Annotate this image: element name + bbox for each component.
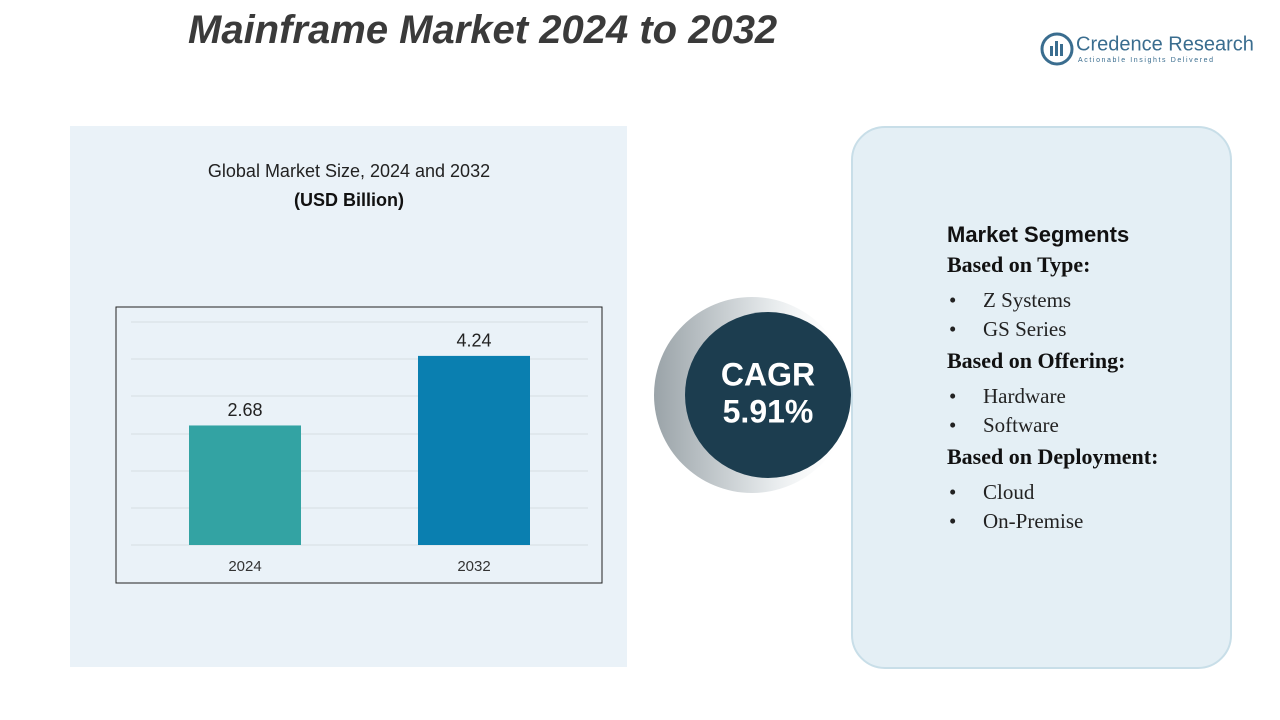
segment-item: Software [947, 411, 1217, 440]
value-label: 2.68 [227, 400, 262, 420]
group-title: Based on Type: [947, 252, 1091, 277]
chart-frame [115, 306, 603, 584]
logo-tagline: Actionable Insights Delivered [1078, 57, 1215, 64]
segment-item: Hardware [947, 382, 1217, 411]
segment-item: GS Series [947, 315, 1217, 344]
cagr-circle [685, 312, 851, 478]
cagr-label: CAGR [721, 356, 815, 392]
cagr-value: 5.91% [723, 393, 814, 429]
group-title: Based on Offering: [947, 348, 1126, 373]
segments: Market Segments Based on Type: Z SystemsGS… [947, 222, 1217, 536]
segment-item: Z Systems [947, 286, 1217, 315]
page-title: Mainframe Market 2024 to 2032 [188, 8, 778, 52]
group-title: Based on Deployment: [947, 444, 1159, 469]
x-tick-label: 2032 [457, 558, 490, 575]
chart-title: Global Market Size, 2024 and 2032 [208, 161, 490, 181]
segments-heading: Market Segments [947, 222, 1130, 247]
value-label: 4.24 [456, 331, 491, 351]
logo-icon [1040, 32, 1074, 66]
segment-item: On-Premise [947, 507, 1217, 536]
x-tick-label: 2024 [228, 558, 261, 575]
bar [418, 355, 530, 545]
segment-item: Cloud [947, 478, 1217, 507]
bar [189, 425, 301, 545]
chart-subtitle: (USD Billion) [294, 190, 404, 210]
logo-name: Credence Research [1076, 33, 1254, 55]
